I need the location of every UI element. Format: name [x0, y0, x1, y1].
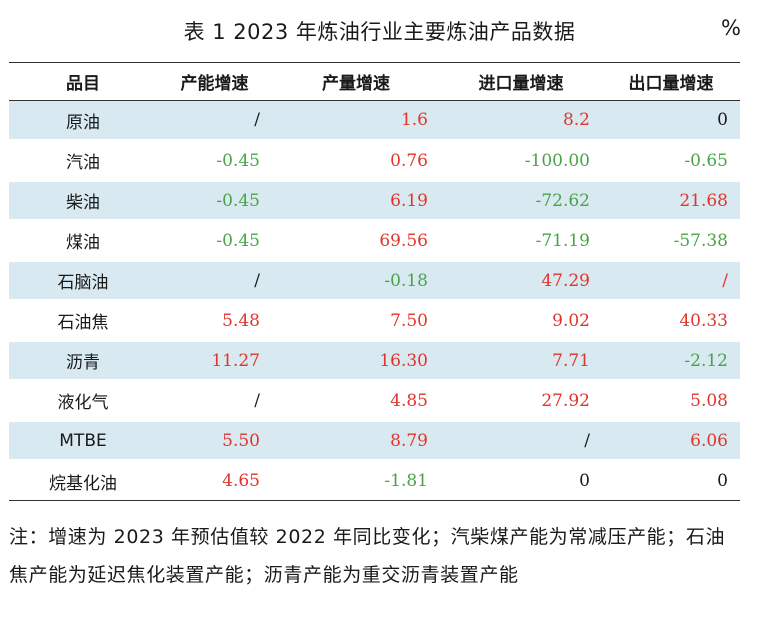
table-row: 液化气/4.85 27.92 5.08 — [9, 380, 740, 422]
import-growth-cell: 9.02 — [440, 300, 602, 342]
table-row: 汽油 -0.45 0.76 -100.00 -0.65 — [9, 140, 740, 182]
capacity-growth-cell: -0.45 — [157, 140, 272, 182]
table-row: 石油焦 5.48 7.50 9.02 40.33 — [9, 300, 740, 342]
table-body: 原油/1.6 8.2 0 汽油 -0.45 0.76 -100.00 -0.65 柴油 -0.45… — [9, 100, 740, 501]
output-growth-cell: 7.50 — [272, 300, 440, 342]
export-growth-cell: 0 — [717, 471, 728, 491]
capacity-growth-cell: / — [157, 380, 272, 422]
table-row: 煤油 -0.45 69.56 -71.19 -57.38 — [9, 220, 740, 262]
table-title: 表 1 2023 年炼油行业主要炼油产品数据 — [183, 20, 576, 44]
output-growth-cell: 1.6 — [272, 100, 440, 142]
table-row: 柴油 -0.45 6.19 -72.62 21.68 — [9, 180, 740, 222]
column-header-output-growth: 产量增速 — [322, 74, 390, 94]
product-name-cell: 烷基化油 — [49, 473, 117, 494]
column-header-import-growth: 进口量增速 — [478, 74, 564, 94]
export-growth-cell: 21.68 — [602, 180, 740, 222]
table-row: 沥青 11.27 16.30 7.71 -2.12 — [9, 340, 740, 382]
capacity-growth-cell: 4.65 — [222, 471, 260, 491]
import-growth-cell: 0 — [579, 471, 590, 491]
product-name-cell: 汽油 — [9, 140, 157, 182]
output-growth-cell: 6.19 — [272, 180, 440, 222]
output-growth-cell: 0.76 — [272, 140, 440, 182]
product-name-cell: 石脑油 — [9, 260, 157, 302]
output-growth-cell: -1.81 — [384, 471, 428, 491]
product-data-table: 品目 产能增速 产量增速 进口量增速 出口量增速 原油/1.6 8.2 0 汽油 -0.… — [9, 62, 740, 501]
export-growth-cell: 40.33 — [602, 300, 740, 342]
export-growth-cell: 6.06 — [602, 420, 740, 462]
product-name-cell: 煤油 — [9, 220, 157, 262]
output-growth-cell: 16.30 — [272, 340, 440, 382]
output-growth-cell: 8.79 — [272, 420, 440, 462]
product-name-cell: 液化气 — [9, 380, 157, 422]
product-name-cell: 柴油 — [9, 180, 157, 222]
export-growth-cell: -57.38 — [602, 220, 740, 262]
output-growth-cell: -0.18 — [272, 260, 440, 302]
capacity-growth-cell: 5.48 — [157, 300, 272, 342]
export-growth-cell: -0.65 — [602, 140, 740, 182]
import-growth-cell: -100.00 — [440, 140, 602, 182]
table-note: 注：增速为 2023 年预估值较 2022 年同比变化；汽柴煤产能为常减压产能；… — [9, 526, 726, 586]
product-name-cell: 沥青 — [9, 340, 157, 382]
capacity-growth-cell: -0.45 — [157, 180, 272, 222]
capacity-growth-cell: / — [157, 260, 272, 302]
capacity-growth-cell: -0.45 — [157, 220, 272, 262]
export-growth-cell: 5.08 — [602, 380, 740, 422]
table-caption: 表 1 2023 年炼油行业主要炼油产品数据 % — [0, 10, 759, 46]
header-row: 品目 产能增速 产量增速 进口量增速 出口量增速 — [9, 62, 740, 101]
output-growth-cell: 4.85 — [272, 380, 440, 422]
capacity-growth-cell: / — [157, 100, 272, 142]
unit-label: % — [721, 16, 741, 40]
table-row: 原油/1.6 8.2 0 — [9, 100, 740, 142]
column-header-capacity-growth: 产能增速 — [180, 74, 249, 94]
export-growth-cell: / — [602, 260, 740, 302]
import-growth-cell: 47.29 — [440, 260, 602, 302]
capacity-growth-cell: 11.27 — [157, 340, 272, 382]
import-growth-cell: / — [440, 420, 602, 462]
export-growth-cell: 0 — [602, 100, 740, 142]
import-growth-cell: 7.71 — [440, 340, 602, 382]
table-row: 石脑油 / -0.18 47.29/ — [9, 260, 740, 302]
capacity-growth-cell: 5.50 — [157, 420, 272, 462]
product-name-cell: 原油 — [9, 100, 157, 142]
table-row: MTBE 5.50 8.79/6.06 — [9, 420, 740, 462]
import-growth-cell: -72.62 — [440, 180, 602, 222]
import-growth-cell: 8.2 — [440, 100, 602, 142]
table-row: 烷基化油 4.65 -1.81 0 0 — [9, 461, 740, 501]
output-growth-cell: 69.56 — [272, 220, 440, 262]
product-name-cell: MTBE — [9, 420, 157, 462]
column-header-product: 品目 — [66, 74, 100, 94]
export-growth-cell: -2.12 — [602, 340, 740, 382]
import-growth-cell: 27.92 — [440, 380, 602, 422]
import-growth-cell: -71.19 — [440, 220, 602, 262]
product-name-cell: 石油焦 — [9, 300, 157, 342]
column-header-export-growth: 出口量增速 — [628, 74, 714, 94]
